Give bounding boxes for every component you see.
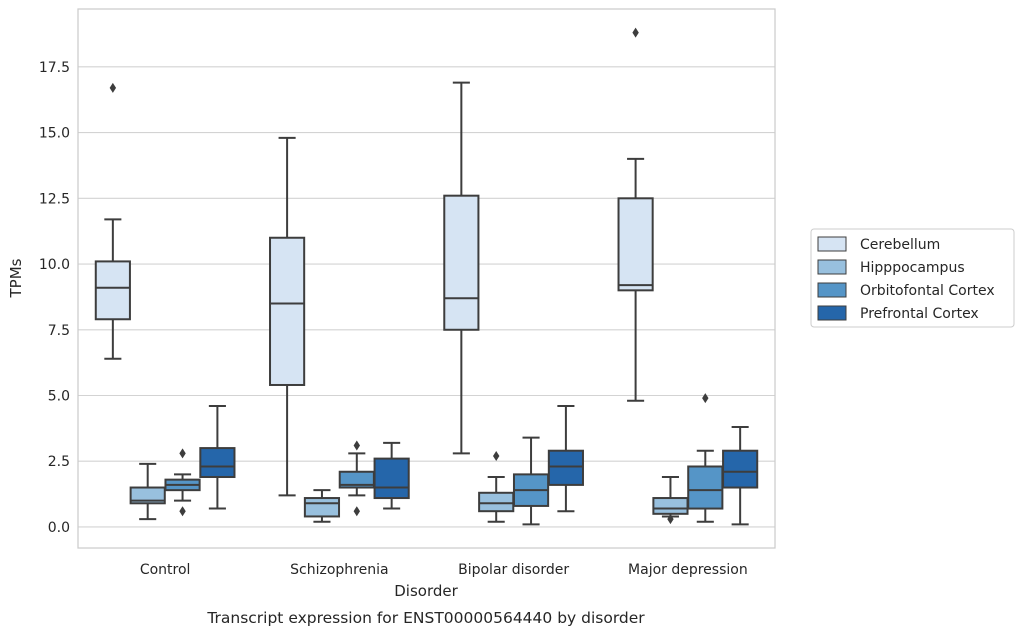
box-cerebellum xyxy=(443,81,480,455)
box-iqr xyxy=(94,260,131,321)
x-axis-label: Disorder xyxy=(394,582,458,600)
box-hipppocampus xyxy=(129,462,166,521)
outlier-point xyxy=(109,82,117,93)
outlier-point xyxy=(179,448,186,459)
y-tick-label: 7.5 xyxy=(48,323,70,339)
box-orbitofontal-cortex xyxy=(512,436,550,526)
box-iqr xyxy=(373,457,410,500)
y-tick-label: 17.5 xyxy=(39,60,70,76)
legend: Cerebellum Hipppocampus Orbitofontal Corte… xyxy=(810,228,1015,328)
box-prefrontal-cortex xyxy=(373,441,410,510)
box-iqr xyxy=(129,486,166,505)
y-tick-label: 12.5 xyxy=(39,191,70,207)
legend-label: Orbitofontal Cortex xyxy=(860,283,995,299)
box-iqr xyxy=(443,194,480,331)
legend-label: Cerebellum xyxy=(860,237,940,253)
y-tick-label: 10.0 xyxy=(39,257,70,273)
box-iqr xyxy=(199,447,236,479)
chart-caption: Transcript expression for ENST0000056444… xyxy=(206,609,645,627)
legend-frame xyxy=(810,228,1015,328)
box-iqr xyxy=(269,236,306,386)
legend-swatch xyxy=(817,259,847,275)
box-prefrontal-cortex xyxy=(199,405,236,510)
y-tick-labels: 0.0 2.5 5.0 7.5 10.0 12.5 15.0 17.5 xyxy=(39,60,70,536)
box-orbitofontal-cortex xyxy=(338,440,375,517)
y-tick-label: 2.5 xyxy=(48,454,70,470)
box-iqr xyxy=(547,449,584,486)
box-iqr xyxy=(722,449,759,489)
box-layer xyxy=(94,27,759,526)
outlier-point xyxy=(353,440,360,451)
box-orbitofontal-cortex xyxy=(687,393,724,523)
outlier-point xyxy=(667,514,674,525)
y-tick-label: 5.0 xyxy=(48,389,70,405)
legend-label: Hipppocampus xyxy=(860,260,965,276)
box-cerebellum xyxy=(269,136,306,497)
outlier-point xyxy=(632,27,639,38)
legend-items: Cerebellum Hipppocampus Orbitofontal Corte… xyxy=(817,236,995,322)
box-cerebellum xyxy=(94,82,131,360)
box-iqr xyxy=(478,491,515,513)
legend-swatch xyxy=(817,282,847,298)
box-iqr xyxy=(303,497,341,518)
y-tick-label: 15.0 xyxy=(39,126,70,142)
legend-swatch xyxy=(817,236,847,252)
y-tick-label: 0.0 xyxy=(48,520,70,536)
y-axis-label: TPMs xyxy=(7,258,25,298)
gridlines xyxy=(78,66,775,528)
plot-area-frame xyxy=(77,8,776,549)
x-tick-label: Major depression xyxy=(628,562,748,578)
box-prefrontal-cortex xyxy=(722,426,759,526)
box-hipppocampus xyxy=(303,489,341,523)
legend-swatch xyxy=(817,305,847,321)
legend-label: Prefrontal Cortex xyxy=(860,306,979,322)
outlier-point xyxy=(353,506,360,517)
outlier-point xyxy=(179,506,186,517)
box-hipppocampus xyxy=(652,476,689,525)
x-tick-label: Control xyxy=(140,562,191,578)
x-tick-labels: Control Schizophrenia Bipolar disorder Majo… xyxy=(140,562,748,578)
box-iqr xyxy=(687,465,724,510)
outlier-point xyxy=(702,393,709,404)
box-prefrontal-cortex xyxy=(547,405,584,513)
outlier-point xyxy=(493,450,500,461)
x-tick-label: Schizophrenia xyxy=(290,562,388,578)
box-orbitofontal-cortex xyxy=(164,448,201,517)
box-iqr xyxy=(617,197,654,292)
box-cerebellum xyxy=(617,27,654,402)
x-tick-label: Bipolar disorder xyxy=(458,562,569,578)
box-hipppocampus xyxy=(478,450,515,523)
box-iqr xyxy=(652,497,689,515)
